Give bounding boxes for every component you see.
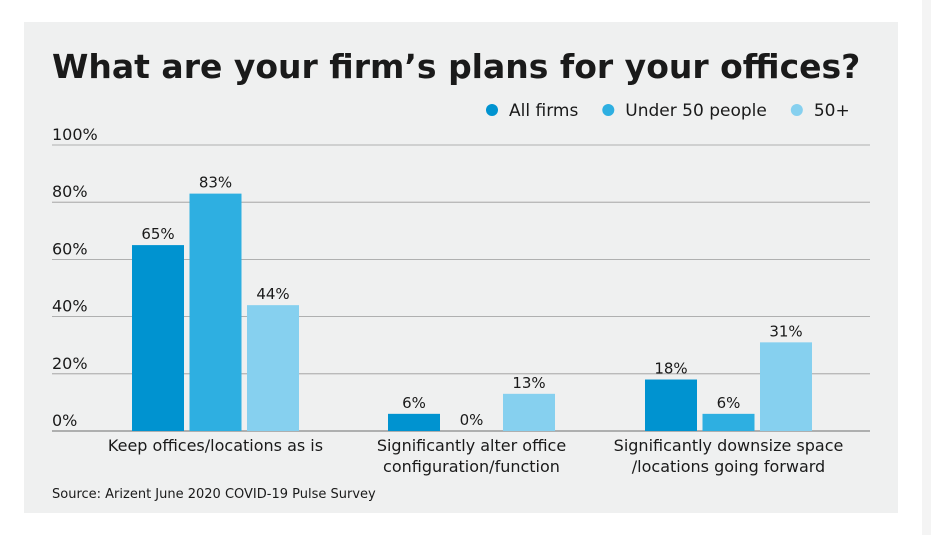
x-category-label: configuration/function bbox=[383, 457, 560, 476]
y-tick-label: 40% bbox=[52, 297, 88, 316]
legend-marker bbox=[790, 104, 803, 116]
data-label: 31% bbox=[769, 322, 802, 340]
legend: All firms Under 50 people 50+ bbox=[486, 101, 850, 121]
y-tick-label: 100% bbox=[52, 125, 98, 144]
y-tick-label: 20% bbox=[52, 354, 88, 373]
legend-label: All firms bbox=[509, 101, 578, 121]
bar bbox=[189, 193, 242, 431]
legend-marker bbox=[486, 104, 498, 116]
x-category-label: Significantly downsize space bbox=[614, 436, 844, 455]
bar bbox=[645, 379, 697, 431]
x-category-label: Significantly alter office bbox=[377, 436, 566, 455]
scrollbar-track bbox=[922, 0, 931, 535]
bar bbox=[247, 305, 299, 431]
x-category-label: Keep offices/locations as is bbox=[108, 436, 323, 455]
data-label: 6% bbox=[402, 394, 426, 412]
data-label: 18% bbox=[654, 360, 687, 378]
bar bbox=[388, 413, 440, 431]
bar bbox=[760, 342, 812, 431]
bar bbox=[132, 245, 184, 431]
bar bbox=[503, 393, 555, 431]
data-label: 0% bbox=[460, 411, 484, 429]
data-label: 6% bbox=[717, 394, 741, 412]
y-tick-label: 80% bbox=[52, 182, 88, 201]
legend-label: Under 50 people bbox=[625, 101, 767, 121]
x-category-label: /locations going forward bbox=[632, 457, 825, 476]
bar bbox=[702, 413, 755, 431]
data-label: 13% bbox=[512, 374, 545, 392]
source-note: Source: Arizent June 2020 COVID-19 Pulse… bbox=[52, 487, 376, 502]
data-label: 44% bbox=[256, 285, 289, 303]
legend-marker bbox=[602, 104, 615, 116]
y-tick-label: 0% bbox=[52, 411, 77, 430]
y-tick-label: 60% bbox=[52, 239, 88, 258]
chart-title: What are your firm’s plans for your offi… bbox=[52, 47, 860, 86]
legend-label: 50+ bbox=[814, 101, 850, 121]
data-label: 83% bbox=[199, 174, 232, 192]
data-label: 65% bbox=[141, 225, 174, 243]
